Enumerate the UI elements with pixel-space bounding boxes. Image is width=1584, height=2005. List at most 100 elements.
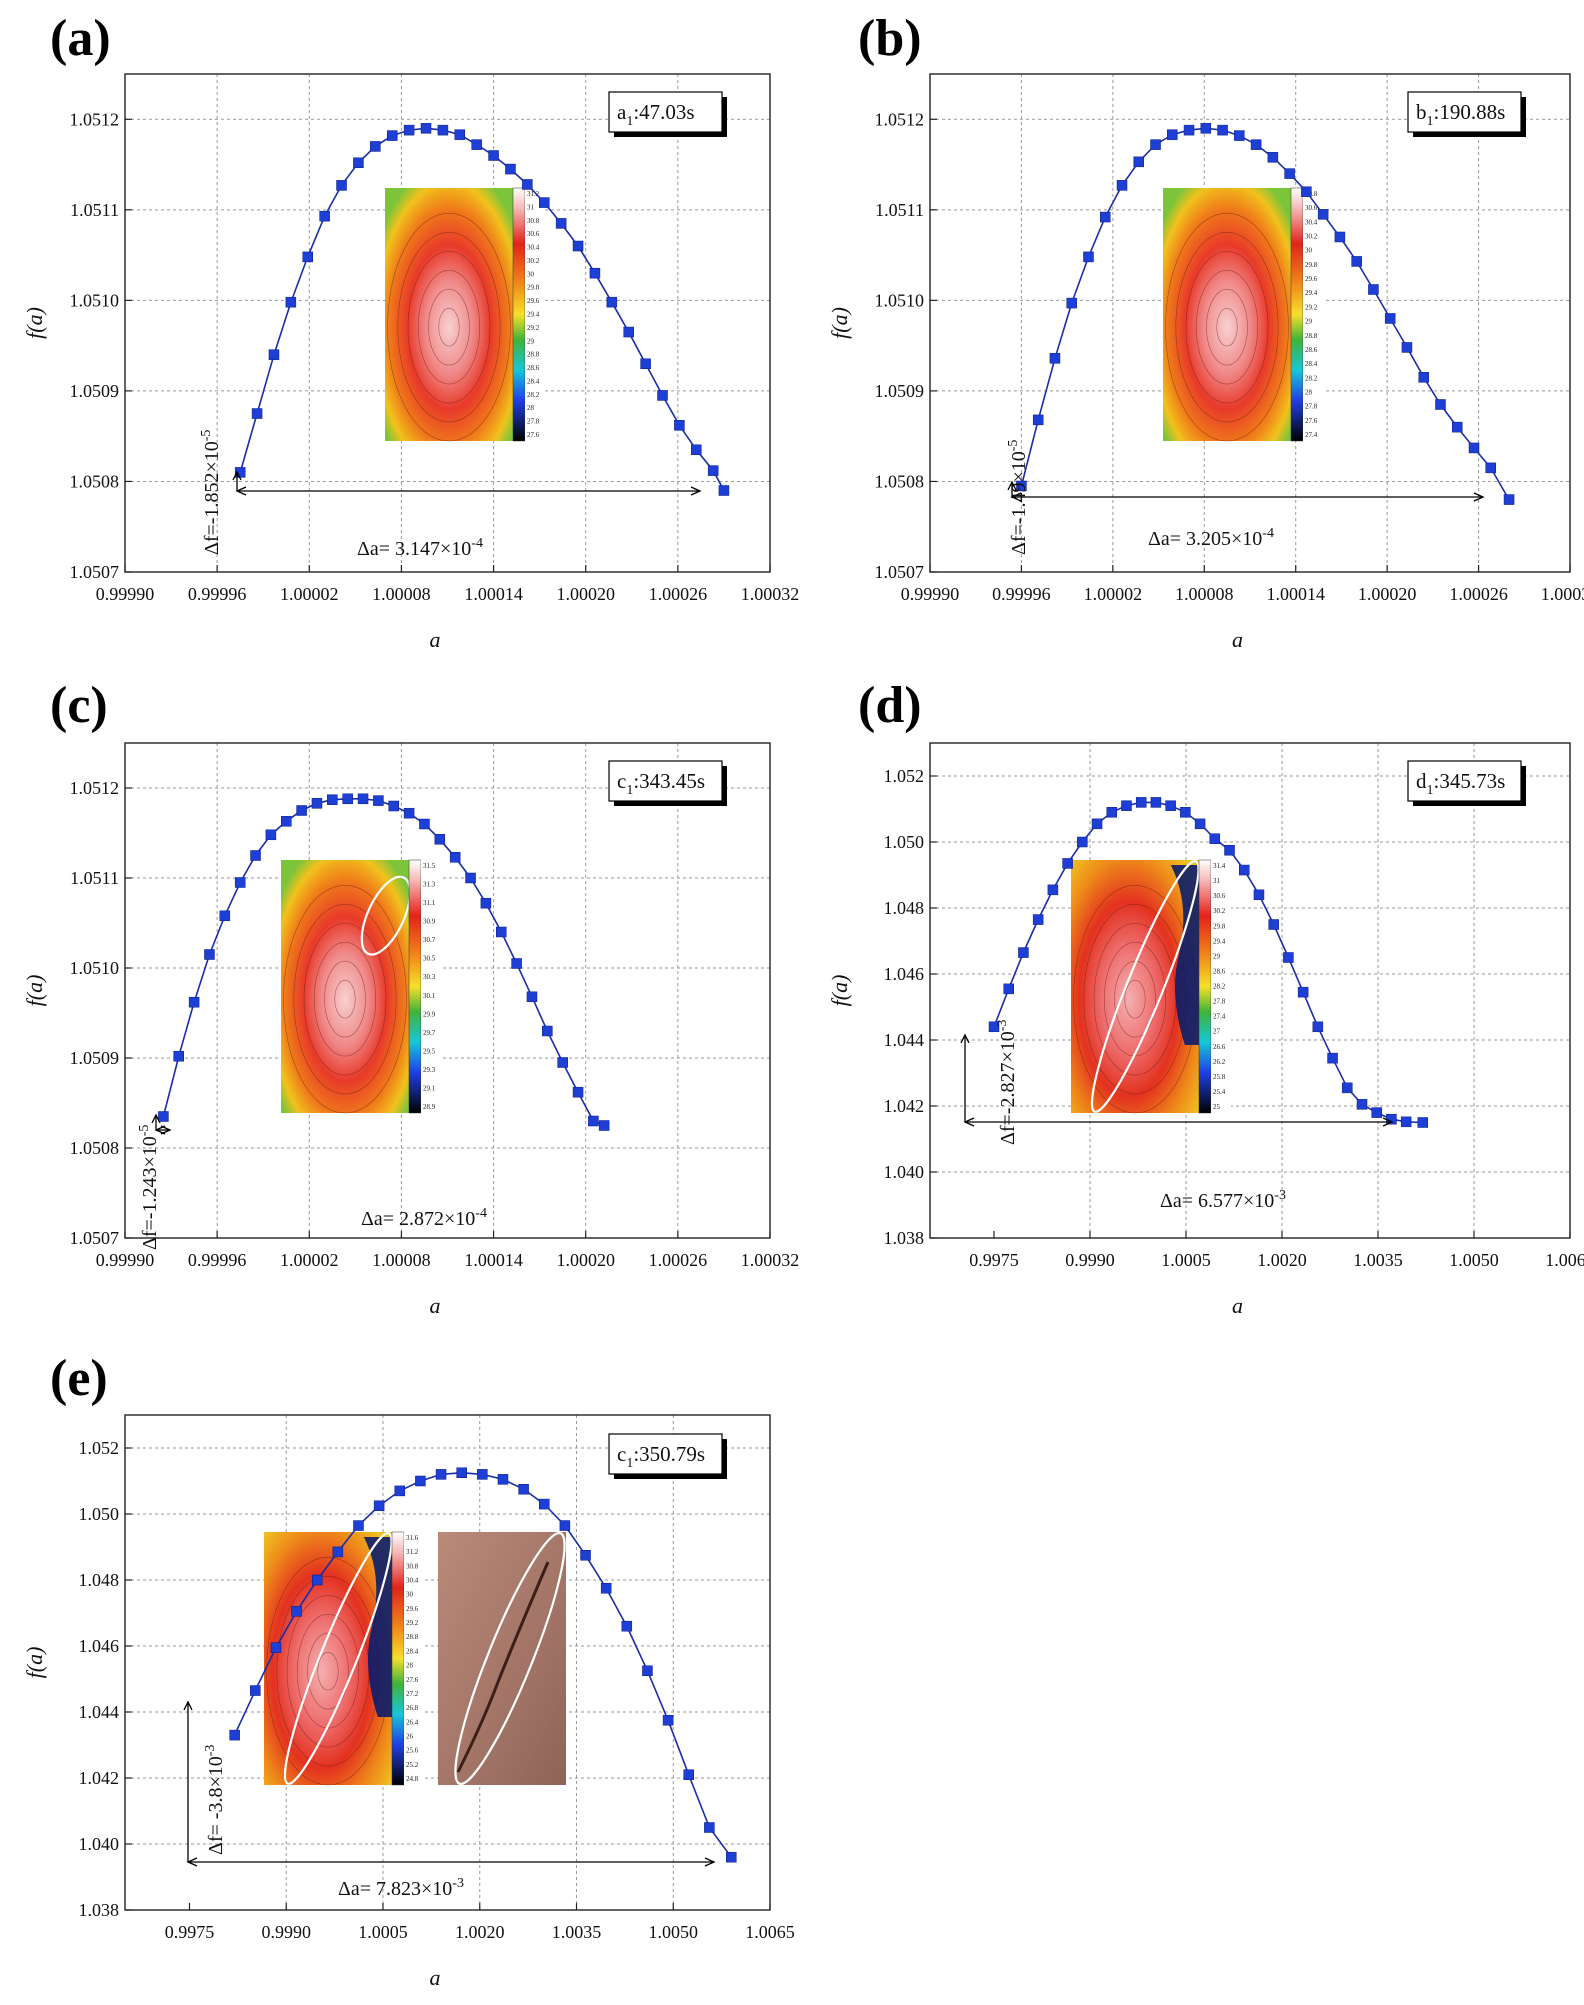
thermal-inset: 31.5 31.3 31.1 30.9 30.7 30.5 30.3 30.1 29.9 29.7…: [281, 859, 441, 1114]
y-tick-label: 1.042: [79, 1768, 120, 1788]
data-point: [188, 996, 200, 1008]
colorbar-label-bg: [421, 860, 441, 1113]
data-point: [394, 1485, 406, 1497]
data-point: [1091, 818, 1103, 830]
isotherm: [1165, 212, 1289, 442]
isotherm: [1216, 307, 1238, 347]
crack-ellipse: [1090, 860, 1200, 1113]
data-point: [357, 793, 369, 805]
x-tick-label: 1.00026: [649, 584, 708, 604]
colorbar-label: 29.9: [423, 1010, 436, 1018]
y-tick-label: 1.050: [79, 1504, 120, 1524]
arrow-head: [704, 1857, 716, 1867]
colorbar-label: 29.8: [1213, 922, 1226, 930]
y-tick-label: 1.0512: [70, 778, 120, 798]
colorbar: [1198, 859, 1212, 1114]
data-point: [707, 465, 719, 476]
delta-a-text: Δa= 6.577×10: [1160, 1190, 1274, 1212]
chart-panel-d: (d) 0.9975 0.9990 1.0005 1.0020 1.0035 1.0050 1…: [827, 677, 1584, 1318]
colorbar-label: 27.6: [406, 1676, 419, 1684]
colorbar-label: 27.8: [527, 418, 540, 426]
delta-f-label: Δf=-1.243×10-5: [137, 1125, 161, 1250]
data-point: [1049, 353, 1061, 364]
x-tick-label: 1.00020: [1358, 584, 1417, 604]
delta-a-exp: -4: [471, 536, 483, 551]
y-tick-label: 1.0512: [70, 109, 120, 129]
x-tick-label: 1.00008: [372, 1250, 431, 1270]
time-label: b1:190.88s: [1416, 100, 1505, 129]
data-point: [704, 1822, 715, 1833]
data-point: [1384, 313, 1396, 324]
delta-a-exp: -4: [1262, 526, 1274, 541]
data-point: [1016, 480, 1027, 492]
colorbar-label: 29.5: [423, 1047, 436, 1055]
colorbar-label: 28.8: [527, 351, 540, 359]
delta-a-text: Δa= 7.823×10: [338, 1878, 452, 1900]
thermal-inset: 30.830.630.430.23029.829.629.429.22928.8…: [1163, 187, 1323, 442]
data-point: [353, 1520, 364, 1531]
x-tick-label: 0.9975: [969, 1250, 1019, 1270]
data-point: [691, 444, 702, 456]
y-tick-label: 1.0508: [70, 1138, 120, 1158]
data-point: [1267, 152, 1279, 163]
colorbar-label: 30.6: [1305, 204, 1318, 212]
data-point: [496, 926, 507, 938]
arrow-head: [235, 486, 247, 496]
isotherm: [303, 922, 387, 1076]
colorbar-label: 29.4: [1305, 289, 1318, 297]
time-box: [608, 91, 723, 133]
y-tick-label: 1.040: [79, 1834, 120, 1854]
x-tick-label: 0.9990: [1065, 1250, 1115, 1270]
colorbar-label: 31.5: [423, 862, 436, 870]
colorbar-label: 28.2: [1305, 374, 1318, 382]
colorbar-label: 30.8: [406, 1562, 419, 1570]
data-point: [640, 358, 651, 369]
data-point: [403, 807, 415, 819]
colorbar-label: 29.7: [423, 1029, 436, 1037]
x-tick-label: 1.0020: [1257, 1250, 1307, 1270]
colorbar-label: 28: [1305, 388, 1313, 396]
data-point: [555, 218, 567, 229]
y-tick-label: 1.0507: [70, 562, 120, 582]
isotherm: [1185, 250, 1269, 404]
colorbar-label: 28: [406, 1662, 414, 1670]
data-point: [285, 296, 297, 308]
colorbar: [391, 1531, 405, 1786]
x-tick-label: 1.0065: [1545, 1250, 1584, 1270]
data-point: [606, 296, 618, 308]
x-tick-label: 0.9990: [262, 1922, 312, 1942]
data-point: [403, 124, 415, 136]
data-point: [471, 139, 482, 150]
data-point: [600, 1583, 612, 1594]
data-point: [539, 1498, 550, 1510]
data-point: [1209, 833, 1221, 844]
data-point: [1133, 156, 1145, 168]
arrow-head: [690, 486, 702, 496]
isotherm: [1195, 269, 1259, 385]
x-tick-label: 1.0035: [1353, 1250, 1403, 1270]
data-point: [449, 852, 461, 863]
time-label: a1:47.03s: [617, 100, 695, 129]
data-point: [1451, 421, 1463, 433]
data-point: [1234, 130, 1245, 141]
y-tick-label: 1.0507: [875, 562, 925, 582]
isotherm: [387, 212, 511, 442]
isotherm: [1124, 979, 1146, 1019]
arrow-head: [186, 1857, 198, 1867]
chart-panel-a: (a) 0.99990 0.99996 1.00002 1.00008 1.00014 1.…: [22, 10, 799, 652]
delta-f-label: Δf=-1.852×10-5: [199, 430, 223, 555]
data-point: [265, 829, 277, 841]
colorbar-label: 30.2: [1305, 233, 1318, 241]
colorbar-label: 29.8: [1305, 261, 1318, 269]
data-point: [420, 123, 432, 134]
delta-a-text: Δa= 3.147×10: [357, 538, 471, 560]
data-point: [1418, 372, 1429, 383]
data-point: [580, 1550, 591, 1561]
y-tick-label: 1.046: [884, 964, 925, 984]
time-label-prefix: d: [1416, 769, 1427, 793]
data-point: [234, 877, 246, 888]
data-point: [589, 267, 601, 279]
specimen-crack: [456, 1561, 550, 1773]
data-point: [1062, 858, 1073, 869]
